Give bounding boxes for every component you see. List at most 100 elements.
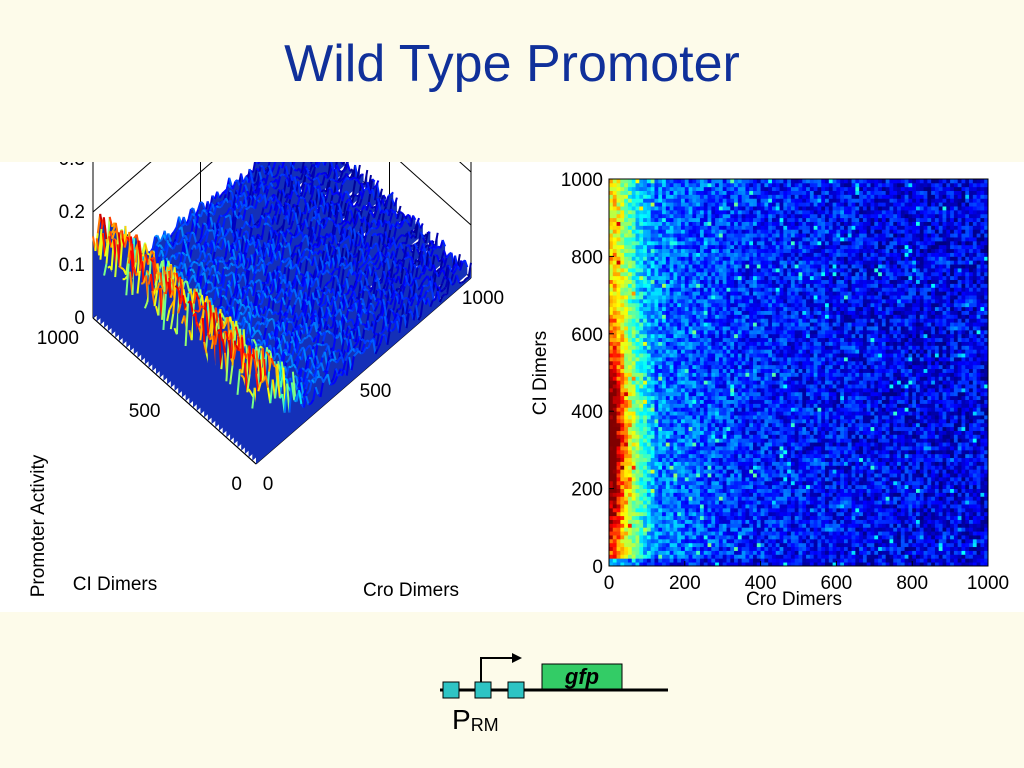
heatmap-cell <box>616 558 621 563</box>
heatmap-cell <box>828 535 834 540</box>
surface-segment <box>325 329 329 333</box>
heatmap-cell <box>855 542 860 548</box>
surface-segment <box>399 211 403 214</box>
surface-segment <box>283 259 288 264</box>
surface-x-tick-label: 1000 <box>462 288 504 309</box>
heatmap-cell <box>646 562 652 567</box>
heatmap-cell <box>813 538 818 544</box>
surface-segment <box>398 226 402 230</box>
heatmap-cell <box>764 546 769 551</box>
surface-segment <box>203 222 207 226</box>
surface-segment <box>317 223 323 237</box>
heatmap-cell <box>665 562 671 567</box>
surface-segment <box>296 197 301 206</box>
surface-segment <box>200 201 204 204</box>
surface-segment <box>300 259 305 264</box>
surface-segment <box>203 207 208 212</box>
surface-segment <box>286 228 291 233</box>
surface-segment <box>310 185 316 198</box>
heatmap-cell <box>631 531 636 536</box>
heatmap-cell <box>809 554 815 559</box>
heatmap-cell <box>984 546 989 551</box>
heatmap-cell <box>643 562 648 567</box>
heatmap-cell <box>650 554 655 559</box>
surface-segment <box>291 304 296 316</box>
surface-segment <box>249 173 255 186</box>
heatmap-cell <box>643 538 648 544</box>
heatmap-cell <box>669 542 674 548</box>
heatmap-cells <box>609 179 989 567</box>
heatmap-cell <box>643 558 648 563</box>
heatmap-cell <box>624 546 629 551</box>
heatmap-cell <box>646 535 652 540</box>
surface-segment <box>203 341 208 354</box>
heatmap-cell <box>612 562 617 567</box>
heatmap-cell <box>734 550 739 555</box>
heatmap-cell <box>718 542 724 548</box>
surface-segment <box>332 192 336 196</box>
surface-segment <box>347 309 351 312</box>
surface-segment <box>252 338 257 345</box>
surface-segment <box>445 253 450 259</box>
surface-segment <box>279 230 283 235</box>
surface-segment <box>308 369 313 375</box>
surface-segment <box>328 186 332 190</box>
surface-segment <box>441 276 446 285</box>
surface-segment <box>407 244 413 252</box>
heatmap-cell <box>692 554 697 559</box>
surface-segment <box>282 278 287 285</box>
heatmap-cell <box>965 546 970 551</box>
heatmap-cell <box>715 535 720 540</box>
heatmap-cell <box>847 535 852 540</box>
heatmap-cell <box>775 538 780 544</box>
surface-segment <box>395 225 400 230</box>
surface-segment <box>351 180 357 195</box>
heatmap-cell <box>897 554 902 559</box>
surface-segment <box>382 288 387 296</box>
surface-segment <box>223 266 227 270</box>
heatmap-cell <box>753 562 758 567</box>
heatmap-cell <box>965 535 970 540</box>
surface-segment <box>267 349 272 354</box>
surface-segment <box>215 205 220 209</box>
surface-segment <box>267 318 272 323</box>
heatmap-cell <box>707 538 712 544</box>
surface-segment <box>416 300 421 307</box>
surface-segment <box>368 254 373 260</box>
heatmap-cell <box>771 531 777 536</box>
heatmap-cell <box>893 558 898 563</box>
heatmap-cell <box>870 550 875 555</box>
heatmap-cell <box>881 535 887 540</box>
heatmap-cell <box>753 538 758 544</box>
heatmap-cell <box>828 546 834 551</box>
heatmap-cell <box>802 554 807 559</box>
heatmap-cell <box>783 535 788 540</box>
heatmap-cell <box>802 531 807 536</box>
heatmap-cell <box>699 546 705 551</box>
heatmap-cell <box>730 531 735 536</box>
heatmap-cell <box>862 554 868 559</box>
heatmap-cell <box>900 562 906 567</box>
heatmap-cell <box>654 542 659 548</box>
heatmap-cell <box>806 542 811 548</box>
surface-segment <box>309 199 315 205</box>
heatmap-cell <box>677 542 682 548</box>
surface-segment <box>380 251 385 257</box>
surface-segment <box>438 267 443 272</box>
surface-segment <box>346 319 351 324</box>
surface-segment <box>272 352 278 361</box>
surface-segment <box>265 333 270 348</box>
surface-z-tick-label: 0.1 <box>59 255 85 276</box>
surface-segment <box>301 324 306 329</box>
surface-segment <box>441 239 447 247</box>
heatmap-cell <box>616 562 621 567</box>
surface-segment <box>252 265 258 275</box>
surface-segment <box>200 223 205 239</box>
heatmap-cell <box>665 542 671 548</box>
surface-segment <box>309 164 314 172</box>
surface-segment <box>366 247 371 256</box>
surface-segment <box>220 268 225 284</box>
surface-segment <box>385 195 390 207</box>
surface-segment <box>252 162 257 173</box>
surface-segment <box>375 333 380 347</box>
